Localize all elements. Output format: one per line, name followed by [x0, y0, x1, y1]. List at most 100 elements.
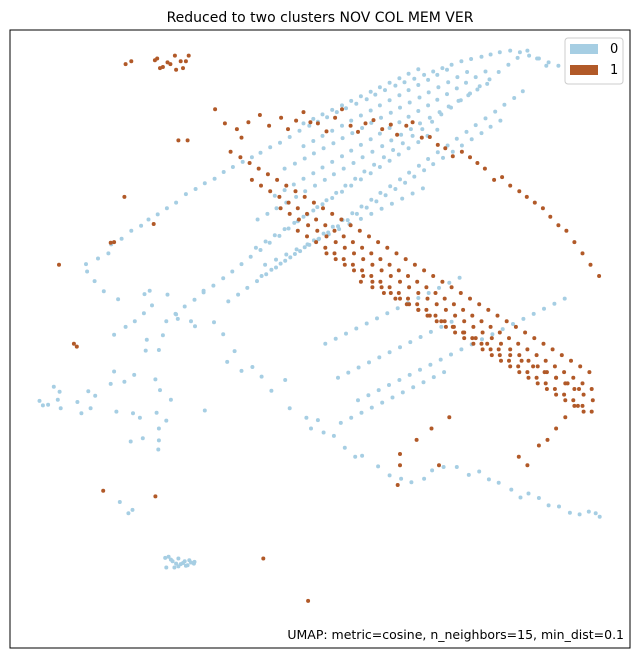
- point-cluster-0: [418, 121, 422, 126]
- point-cluster-0: [403, 180, 408, 185]
- point-cluster-1: [508, 347, 513, 352]
- point-cluster-0: [106, 251, 111, 256]
- point-cluster-0: [546, 503, 551, 508]
- point-cluster-0: [437, 285, 441, 290]
- point-cluster-0: [353, 454, 358, 459]
- point-cluster-1: [342, 262, 347, 267]
- point-cluster-0: [422, 168, 427, 173]
- point-cluster-1: [311, 200, 316, 205]
- point-cluster-1: [410, 120, 415, 125]
- point-cluster-0: [141, 311, 146, 316]
- point-cluster-0: [302, 245, 307, 250]
- point-cluster-0: [287, 406, 292, 411]
- point-cluster-1: [293, 189, 298, 194]
- point-cluster-0: [340, 154, 344, 159]
- point-cluster-0: [51, 384, 56, 389]
- point-cluster-0: [488, 52, 493, 57]
- point-cluster-0: [449, 62, 454, 67]
- point-cluster-1: [525, 463, 530, 468]
- legend-label-0: 0: [610, 42, 618, 57]
- point-cluster-0: [272, 233, 277, 238]
- point-cluster-0: [291, 182, 296, 187]
- point-cluster-0: [164, 418, 169, 423]
- point-cluster-0: [397, 120, 402, 125]
- point-cluster-1: [497, 353, 502, 358]
- point-cluster-0: [164, 206, 169, 211]
- point-cluster-1: [398, 463, 402, 468]
- point-cluster-0: [129, 228, 134, 233]
- point-cluster-0: [96, 256, 100, 261]
- point-cluster-1: [459, 149, 464, 154]
- point-cluster-0: [57, 389, 62, 394]
- point-cluster-1: [559, 353, 564, 358]
- point-cluster-0: [356, 365, 361, 370]
- point-cluster-0: [178, 562, 183, 567]
- point-cluster-0: [406, 71, 411, 76]
- point-cluster-1: [412, 262, 417, 267]
- point-cluster-1: [588, 262, 593, 267]
- point-cluster-1: [540, 206, 545, 211]
- point-cluster-0: [380, 400, 385, 405]
- point-cluster-1: [388, 274, 393, 278]
- point-cluster-0: [389, 201, 394, 206]
- point-cluster-1: [378, 279, 383, 284]
- point-cluster-0: [334, 190, 339, 195]
- point-cluster-1: [387, 285, 392, 290]
- point-cluster-1: [443, 324, 448, 329]
- point-cluster-1: [275, 177, 280, 182]
- point-cluster-0: [330, 107, 335, 112]
- point-cluster-1: [172, 53, 177, 58]
- point-cluster-1: [468, 296, 472, 301]
- point-cluster-1: [168, 62, 173, 67]
- point-cluster-1: [524, 194, 529, 199]
- point-cluster-0: [593, 511, 598, 516]
- point-cluster-1: [541, 341, 546, 346]
- point-cluster-0: [362, 169, 367, 174]
- point-cluster-1: [534, 353, 539, 358]
- point-cluster-1: [447, 415, 452, 420]
- point-cluster-1: [589, 387, 594, 391]
- point-cluster-0: [265, 211, 270, 216]
- point-cluster-0: [174, 561, 179, 566]
- point-cluster-0: [283, 378, 288, 382]
- point-cluster-0: [192, 297, 197, 302]
- point-cluster-1: [267, 123, 272, 128]
- point-cluster-0: [431, 375, 436, 380]
- point-cluster-1: [442, 296, 447, 301]
- point-cluster-1: [531, 364, 536, 369]
- point-cluster-1: [370, 285, 375, 290]
- point-cluster-0: [383, 193, 388, 198]
- point-cluster-0: [255, 217, 260, 222]
- point-cluster-1: [427, 313, 432, 318]
- point-cluster-1: [488, 324, 493, 329]
- point-cluster-1: [589, 409, 594, 414]
- point-cluster-0: [406, 114, 411, 119]
- point-cluster-0: [315, 205, 320, 210]
- point-cluster-0: [232, 349, 237, 354]
- point-cluster-0: [359, 410, 364, 415]
- point-cluster-0: [409, 480, 414, 485]
- point-cluster-1: [279, 115, 284, 120]
- point-cluster-0: [340, 103, 344, 108]
- point-cluster-0: [360, 453, 365, 458]
- point-cluster-0: [368, 89, 373, 94]
- point-cluster-0: [153, 377, 158, 382]
- point-cluster-0: [126, 511, 131, 516]
- point-cluster-0: [387, 350, 392, 355]
- point-cluster-1: [295, 228, 300, 233]
- point-cluster-0: [350, 211, 355, 216]
- point-cluster-0: [459, 143, 464, 148]
- point-cluster-0: [377, 85, 382, 90]
- point-cluster-0: [450, 149, 455, 154]
- point-cluster-0: [240, 159, 245, 164]
- point-cluster-0: [517, 50, 522, 55]
- point-cluster-0: [147, 288, 152, 293]
- point-cluster-1: [277, 194, 282, 199]
- point-cluster-1: [340, 107, 344, 112]
- point-cluster-0: [375, 316, 379, 321]
- point-cluster-0: [230, 269, 235, 274]
- point-cluster-1: [480, 330, 485, 335]
- point-cluster-0: [263, 262, 268, 267]
- point-cluster-1: [564, 228, 569, 233]
- point-cluster-1: [330, 211, 335, 216]
